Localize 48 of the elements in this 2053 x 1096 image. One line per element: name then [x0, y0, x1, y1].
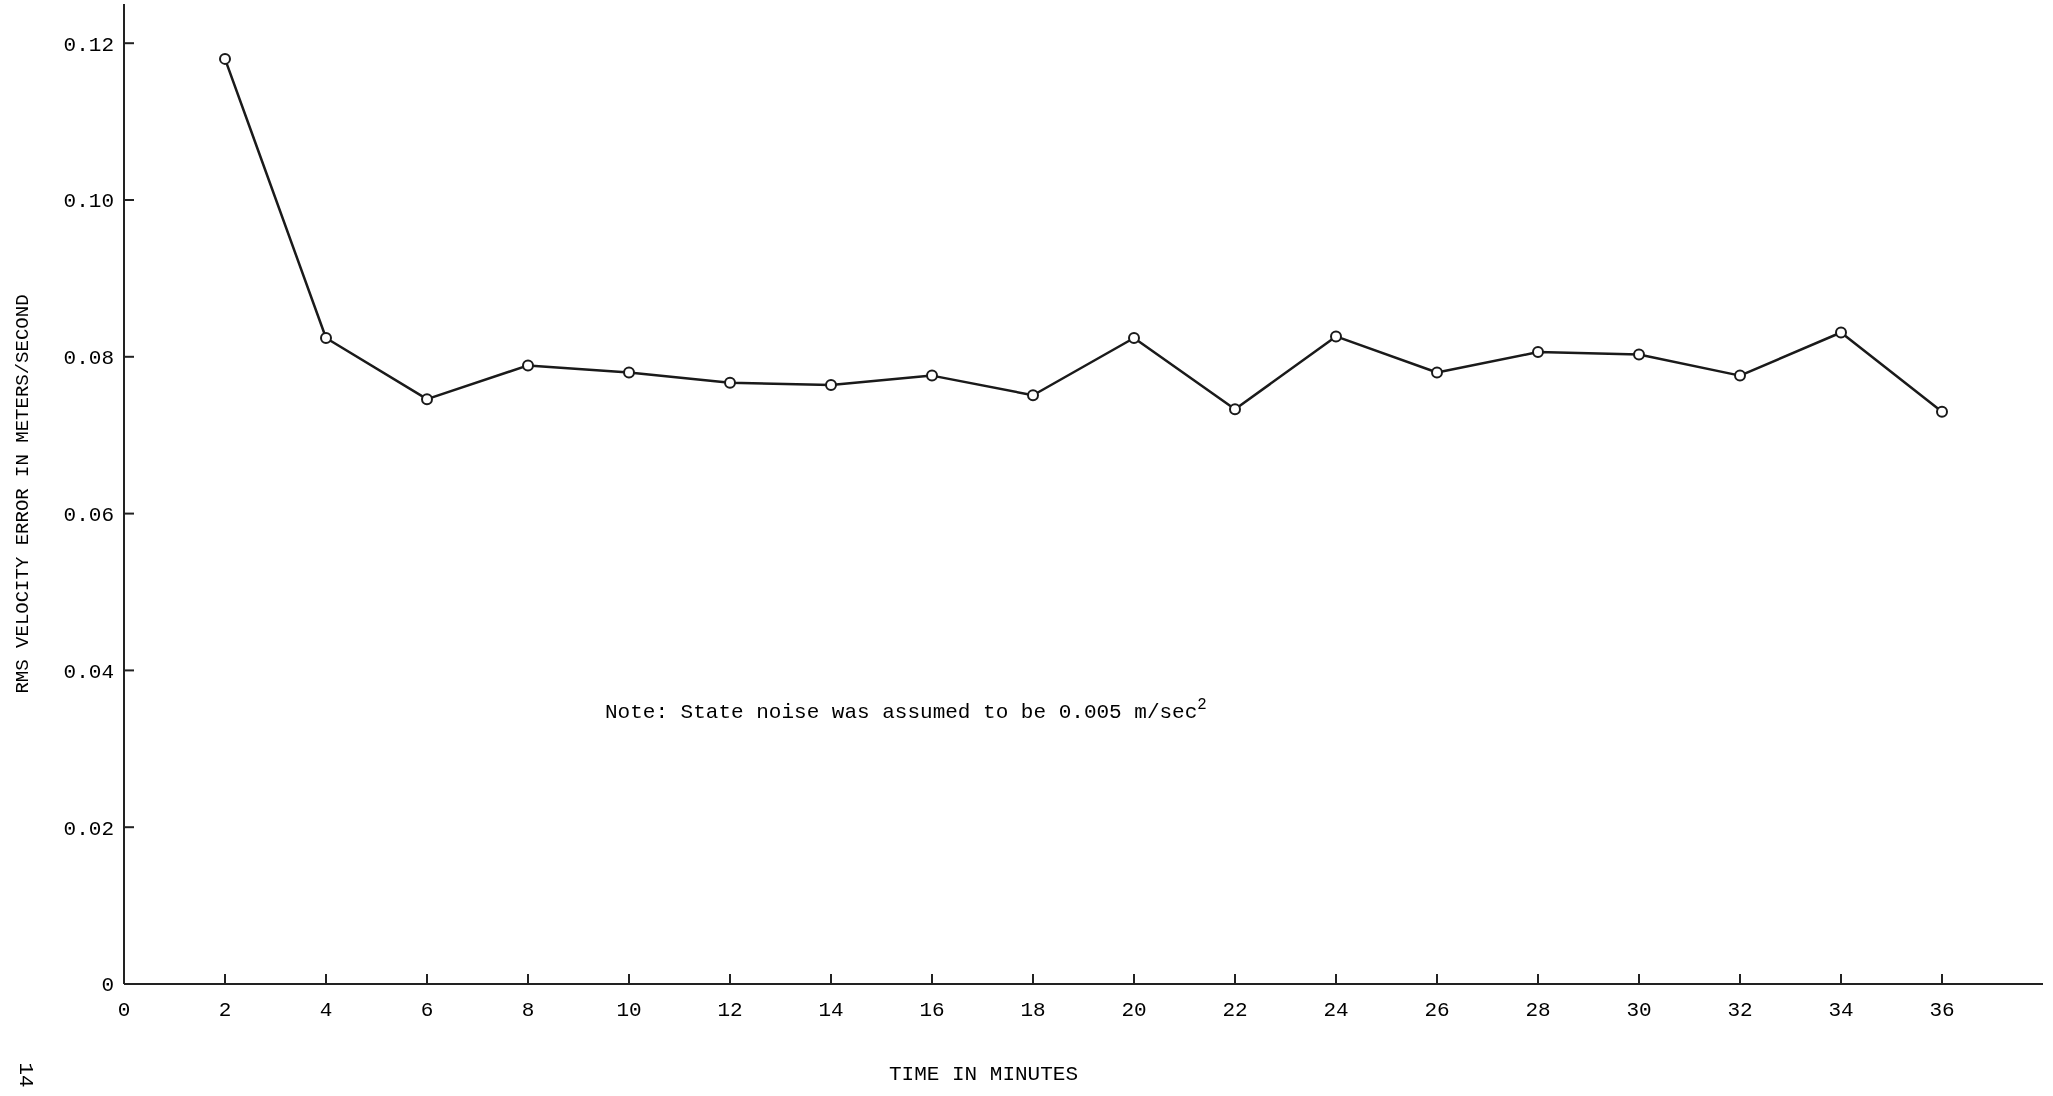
y-tick-label: 0: [101, 974, 114, 998]
x-tick-label: 28: [1525, 999, 1551, 1022]
y-tick-label: 0.12: [63, 33, 114, 57]
point: [1229, 403, 1241, 416]
point: [1330, 330, 1342, 343]
x-tick-label: 6: [420, 999, 434, 1022]
point: [825, 379, 837, 392]
x-tick-label: 8: [521, 999, 535, 1022]
annotation: Note: State noise was assumed to be 0.005 m/sec$^{2}$: [605, 696, 1207, 724]
point: [1128, 331, 1140, 344]
point: [1936, 405, 1948, 418]
x-tick-label: 4: [319, 999, 333, 1022]
point: [926, 369, 938, 382]
x-tick-label: 26: [1424, 999, 1450, 1022]
y-tick-label: 0.10: [63, 190, 114, 214]
x-tick-label: 30: [1626, 999, 1652, 1022]
point: [724, 376, 736, 389]
point: [1532, 346, 1544, 359]
x-tick-label: 2: [218, 999, 232, 1022]
point: [623, 366, 635, 379]
point: [219, 52, 231, 65]
x-tick-label: 24: [1323, 999, 1349, 1022]
y-tick-label: 0.02: [63, 817, 114, 841]
point: [1027, 389, 1039, 402]
y-tick-label: 0.06: [63, 503, 114, 527]
x-tick-label: 34: [1828, 999, 1854, 1022]
y-tick-label: 0.04: [63, 660, 114, 684]
point: [320, 331, 332, 344]
y-tick-label: 0.08: [63, 347, 114, 371]
point: [421, 393, 433, 406]
x-tick-label: 20: [1121, 999, 1147, 1022]
point: [522, 359, 534, 372]
x-tick-label: 32: [1727, 999, 1753, 1022]
x-axis-title: TIME IN MINUTES: [888, 1063, 1079, 1086]
x-tick-label: 36: [1929, 999, 1955, 1022]
x-tick-label: 16: [919, 999, 945, 1022]
x-tick-label: 22: [1222, 999, 1248, 1022]
x-tick-label: 10: [616, 999, 642, 1022]
text: 14: [14, 1062, 37, 1088]
x-tick-label: 0: [117, 999, 131, 1022]
y-axis-title: RMS VELOCITY ERROR IN METERS/SECOND: [12, 294, 34, 694]
point: [1835, 326, 1847, 339]
point: [1431, 366, 1443, 379]
point: [1734, 369, 1746, 382]
x-tick-label: 14: [818, 999, 844, 1022]
x-tick-label: 12: [717, 999, 743, 1022]
x-tick-label: 18: [1020, 999, 1046, 1022]
point: [1633, 348, 1645, 361]
